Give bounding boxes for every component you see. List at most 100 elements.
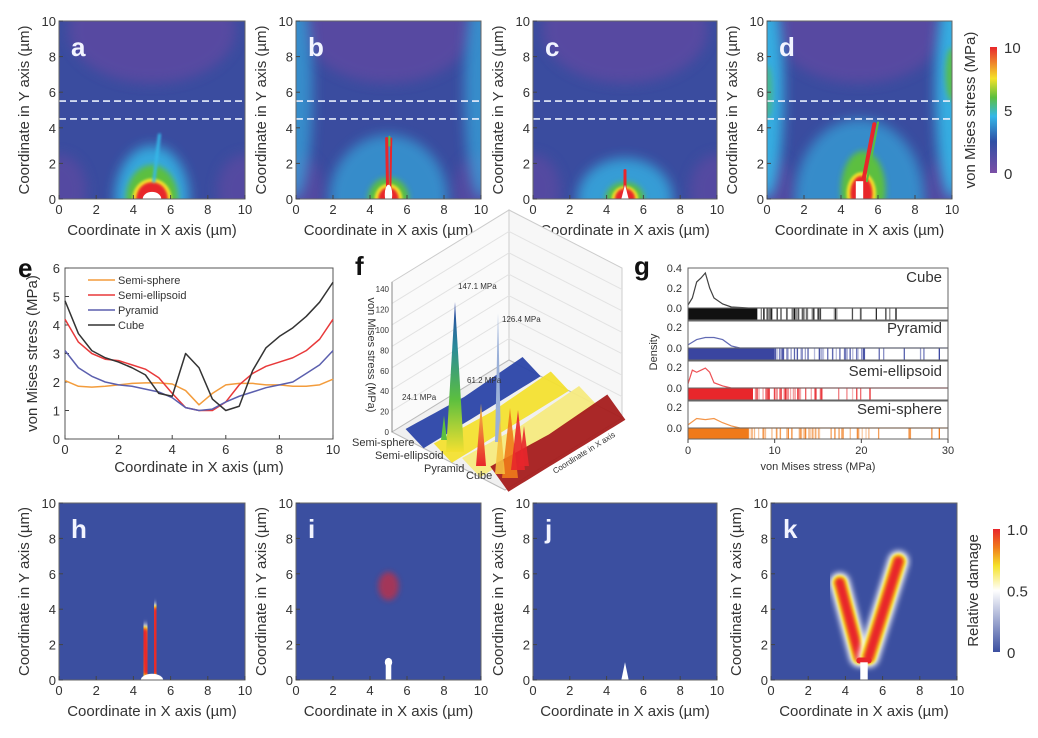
peak-label: 61.2 MPa: [467, 376, 502, 385]
rug-dense: [688, 348, 775, 360]
legend-label: Cube: [118, 320, 144, 332]
x-axis-label: Coordinate in X axis (µm): [779, 703, 949, 720]
y-tick-label: 10: [516, 14, 530, 29]
density-curve: [687, 271, 948, 309]
y-tick-label: 6: [523, 85, 530, 100]
x-tick-label: 4: [366, 683, 373, 698]
y-axis-label: Coordinate in Y axis (µm): [724, 26, 741, 195]
x-axis-label: Coordinate in X axis (µm): [540, 703, 710, 720]
peak-spike: [441, 415, 447, 440]
category-label: Cube: [466, 470, 492, 482]
x-tick-label: 2: [93, 683, 100, 698]
legend-label: Semi-ellipsoid: [118, 290, 186, 302]
plot-frame: [766, 20, 953, 200]
y-tick-label: 0: [53, 432, 60, 447]
colorbar-tick-label: 0: [1004, 166, 1012, 183]
y-tick-label: 3: [53, 347, 60, 362]
x-tick-label: 20: [855, 445, 867, 457]
x-tick-label: 10: [710, 202, 724, 217]
y-tick-label: 0.0: [667, 343, 682, 355]
contour-region: [945, 47, 952, 102]
category-label: Semi-ellipsoid: [375, 450, 443, 462]
y-tick-label: 10: [754, 496, 768, 511]
series-line-pyramid: [64, 350, 334, 412]
stress-colorbar: 10 5 0 von Mises stress (MPa): [962, 32, 1021, 189]
contour-region: [689, 154, 717, 199]
surface-ribbon-semi-sphere: [405, 356, 541, 449]
panel-letter: f: [355, 251, 364, 281]
plot-frame: [64, 267, 334, 440]
y-tick-label: 6: [761, 567, 768, 582]
y-tick-label: 0.4: [667, 263, 682, 275]
x-tick-label: 4: [842, 683, 849, 698]
y-tick-label: 4: [761, 602, 768, 617]
x-tick-label: 8: [916, 683, 923, 698]
contour-region: [861, 122, 877, 184]
y-tick-label: 8: [523, 531, 530, 546]
z-tick-label: 140: [376, 285, 390, 294]
y-tick-label: 0: [49, 673, 56, 688]
contour-region: [59, 154, 87, 199]
damage-colorbar: 1.0 0.5 0 Relative damage: [965, 522, 1028, 662]
peak-spike: [476, 403, 486, 466]
y-tick-label: 8: [286, 50, 293, 65]
y-tick-label: 4: [523, 602, 530, 617]
y-tick-label: 6: [286, 85, 293, 100]
density-curve: [687, 367, 948, 389]
contour-region: [864, 557, 903, 661]
y-tick-label: 0: [757, 192, 764, 207]
y-tick-label: 4: [286, 602, 293, 617]
legend-label: Semi-sphere: [118, 275, 180, 287]
y-tick-label: 2: [286, 638, 293, 653]
x-tick-label: 10: [238, 683, 252, 698]
density-row-semi-sphere: 0.2 0.0 Semi-sphere: [667, 400, 949, 440]
x-tick-label: 0: [55, 683, 62, 698]
row-title: Semi-sphere: [857, 401, 942, 418]
y-axis-label: Coordinate in Y axis (µm): [16, 26, 33, 195]
contour-region: [378, 572, 399, 601]
x-axis-label: Coordinate in X axis (µm): [67, 703, 237, 720]
y-tick-label: 2: [49, 156, 56, 171]
y-tick-label: 4: [286, 121, 293, 136]
x-tick-label: 4: [837, 202, 844, 217]
contour-region: [542, 21, 708, 84]
density-curve: [687, 336, 948, 349]
y-tick-label: 2: [757, 156, 764, 171]
plot-frame: [295, 502, 482, 681]
x-tick-label: 0: [55, 202, 62, 217]
x-axis-label: Coordinate in X axis (µm): [67, 222, 237, 239]
category-label: Semi-sphere: [352, 437, 414, 449]
legend-label: Pyramid: [118, 305, 158, 317]
y-tick-label: 4: [757, 121, 764, 136]
y-tick-label: 4: [53, 318, 60, 333]
contour-region: [217, 154, 245, 199]
x-tick-label: 10: [769, 445, 781, 457]
x-tick-label: 6: [403, 202, 410, 217]
plot-frame: [295, 20, 482, 200]
gridline: [391, 337, 623, 411]
heatmap-k: [771, 503, 957, 680]
x-axis-label: Coordinate in X axis (µm): [775, 222, 945, 239]
x-tick-label: 2: [805, 683, 812, 698]
x-tick-label: 0: [685, 445, 691, 457]
z-tick-label: 40: [380, 387, 389, 396]
y-tick-label: 0.2: [667, 283, 682, 295]
contour-region: [141, 629, 150, 674]
z-axis-label: von Mises stress (MPa): [365, 298, 377, 413]
y-tick-label: 0: [523, 673, 530, 688]
y-tick-label: 8: [523, 50, 530, 65]
plot-frame: [58, 502, 246, 681]
y-tick-label: 6: [49, 85, 56, 100]
z-tick-label: 100: [376, 326, 390, 335]
x-tick-label: 4: [130, 202, 137, 217]
x-tick-label: 10: [945, 202, 959, 217]
x-tick-label: 10: [474, 683, 488, 698]
x-tick-label: 0: [529, 683, 536, 698]
y-tick-label: 8: [49, 531, 56, 546]
panel-letter: j: [544, 514, 552, 544]
y-tick-label: 10: [516, 496, 530, 511]
y-tick-label: 0.2: [667, 362, 682, 374]
x-tick-label: 2: [329, 202, 336, 217]
peak-label: 147.1 MPa: [458, 282, 497, 291]
colorbar-gradient: [993, 529, 1000, 652]
